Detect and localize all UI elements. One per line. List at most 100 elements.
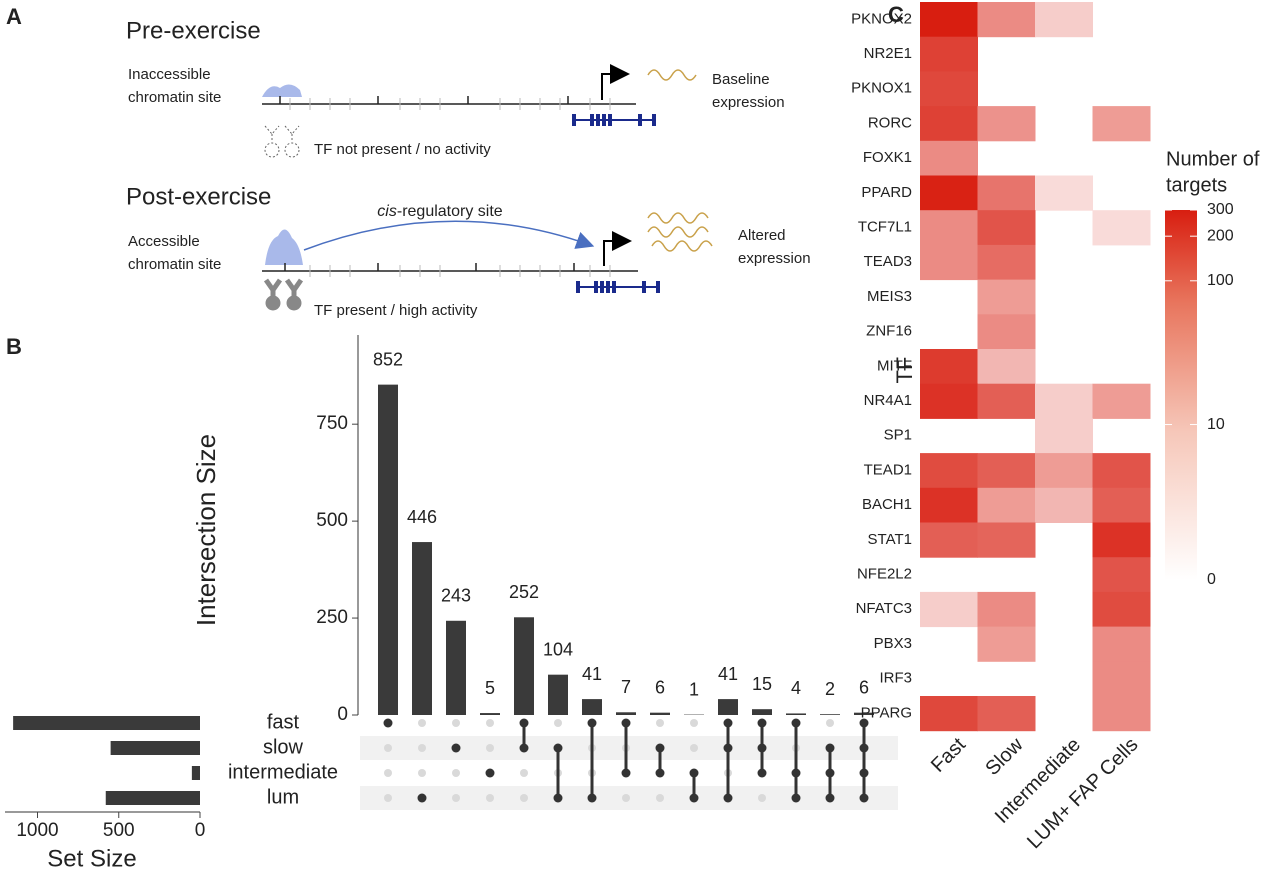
heat-cell [1092, 591, 1151, 628]
bar-label: 41 [582, 664, 602, 684]
bar [820, 714, 840, 715]
matrix-dot [859, 793, 869, 803]
row-label: MEIS3 [867, 288, 912, 305]
column-label: Slow [981, 733, 1028, 780]
matrix-dot-empty [384, 794, 392, 802]
heat-cell [977, 383, 1036, 419]
matrix-dot-empty [384, 769, 392, 777]
row-label: IRF3 [879, 670, 912, 687]
heat-cell [920, 383, 978, 419]
matrix-dot [451, 743, 461, 753]
bar [616, 712, 636, 715]
matrix-dot-empty [690, 744, 698, 752]
heat-cell [977, 696, 1036, 732]
y-axis-label: TF [892, 357, 917, 384]
matrix-dot-empty [486, 719, 494, 727]
colorbar-title: targets [1166, 174, 1227, 196]
heat-cell [1035, 2, 1093, 38]
heat-cell [1092, 383, 1151, 419]
matrix-dot-empty [554, 719, 562, 727]
bar [718, 699, 738, 715]
heat-cell [977, 175, 1036, 211]
matrix-dot-empty [418, 719, 426, 727]
column-label: LUM+ FAP Cells [1023, 734, 1142, 853]
y-tick-label: 750 [316, 413, 348, 434]
tf-label: TF not present / no activity [314, 141, 491, 158]
bar-label: 4 [791, 678, 801, 698]
matrix-dot-empty [418, 769, 426, 777]
bar [752, 709, 772, 715]
bar-label: 2 [825, 679, 835, 699]
matrix-dot [723, 743, 733, 753]
heat-cell [977, 349, 1036, 385]
matrix-dot [417, 793, 427, 803]
heat-cell [977, 487, 1036, 523]
link-label-italic: cis [377, 203, 397, 220]
matrix-dot [519, 718, 529, 728]
y-tick-label: 250 [316, 607, 348, 628]
set-bar [105, 791, 200, 805]
bar-label: 852 [373, 349, 403, 369]
row-label: TCF7L1 [858, 219, 912, 236]
expression-label: expression [738, 250, 811, 267]
matrix-dot [723, 718, 733, 728]
diagram-title: Post-exercise [126, 183, 271, 210]
expression-label: Altered [738, 227, 786, 244]
heat-cell [920, 210, 978, 246]
heat-cell [920, 106, 978, 142]
matrix-dot-empty [452, 794, 460, 802]
row-label: PPARG [861, 704, 912, 721]
site-label: chromatin site [128, 256, 221, 273]
bar-label: 15 [752, 674, 772, 694]
heat-cell [920, 522, 978, 558]
matrix-dot [553, 793, 563, 803]
diagram-title: Pre-exercise [126, 17, 261, 44]
colorbar-tick-label: 0 [1207, 571, 1216, 588]
tf-absent [264, 125, 300, 158]
matrix-dot [519, 743, 529, 753]
bar [480, 713, 500, 715]
bar-label: 446 [407, 507, 437, 527]
heat-cell [920, 591, 978, 628]
tss-arrow [603, 231, 632, 266]
heat-cell [977, 591, 1036, 628]
colorbar-tick-label: 200 [1207, 227, 1234, 244]
heat-cell [1092, 522, 1151, 558]
set-bar [13, 716, 200, 730]
heat-cell [920, 71, 978, 107]
matrix-dot [723, 793, 733, 803]
row-label: PKNOX2 [851, 10, 912, 27]
link-label: cis-regulatory site [377, 203, 502, 220]
bar [446, 620, 466, 715]
set-label: slow [263, 736, 304, 758]
heat-cell [920, 36, 978, 72]
heat-cell [920, 487, 978, 523]
row-label: PKNOX1 [851, 80, 912, 97]
bar-label: 6 [859, 677, 869, 697]
y-tick-label: 500 [316, 510, 348, 531]
matrix-dot [859, 768, 869, 778]
matrix-dot-empty [486, 744, 494, 752]
matrix-dot-empty [384, 744, 392, 752]
heat-cell [1092, 210, 1151, 246]
gene [572, 114, 656, 126]
matrix-dot [825, 768, 835, 778]
set-label: lum [267, 786, 299, 808]
matrix-dot [621, 718, 631, 728]
colorbar-title: Number of [1166, 148, 1260, 170]
heat-cell [977, 106, 1036, 142]
row-label: NFATC3 [856, 600, 912, 617]
heat-cell [1035, 487, 1093, 523]
bar [854, 712, 874, 715]
matrix-dot [757, 718, 767, 728]
heat-cell [977, 244, 1036, 281]
matrix-dot [655, 743, 665, 753]
matrix-dot-empty [656, 794, 664, 802]
peak [265, 229, 303, 265]
set-label: intermediate [228, 761, 338, 783]
row-label: MITF [877, 357, 912, 374]
bar-label: 41 [718, 664, 738, 684]
heat-cell [977, 210, 1036, 246]
bar [548, 674, 568, 715]
